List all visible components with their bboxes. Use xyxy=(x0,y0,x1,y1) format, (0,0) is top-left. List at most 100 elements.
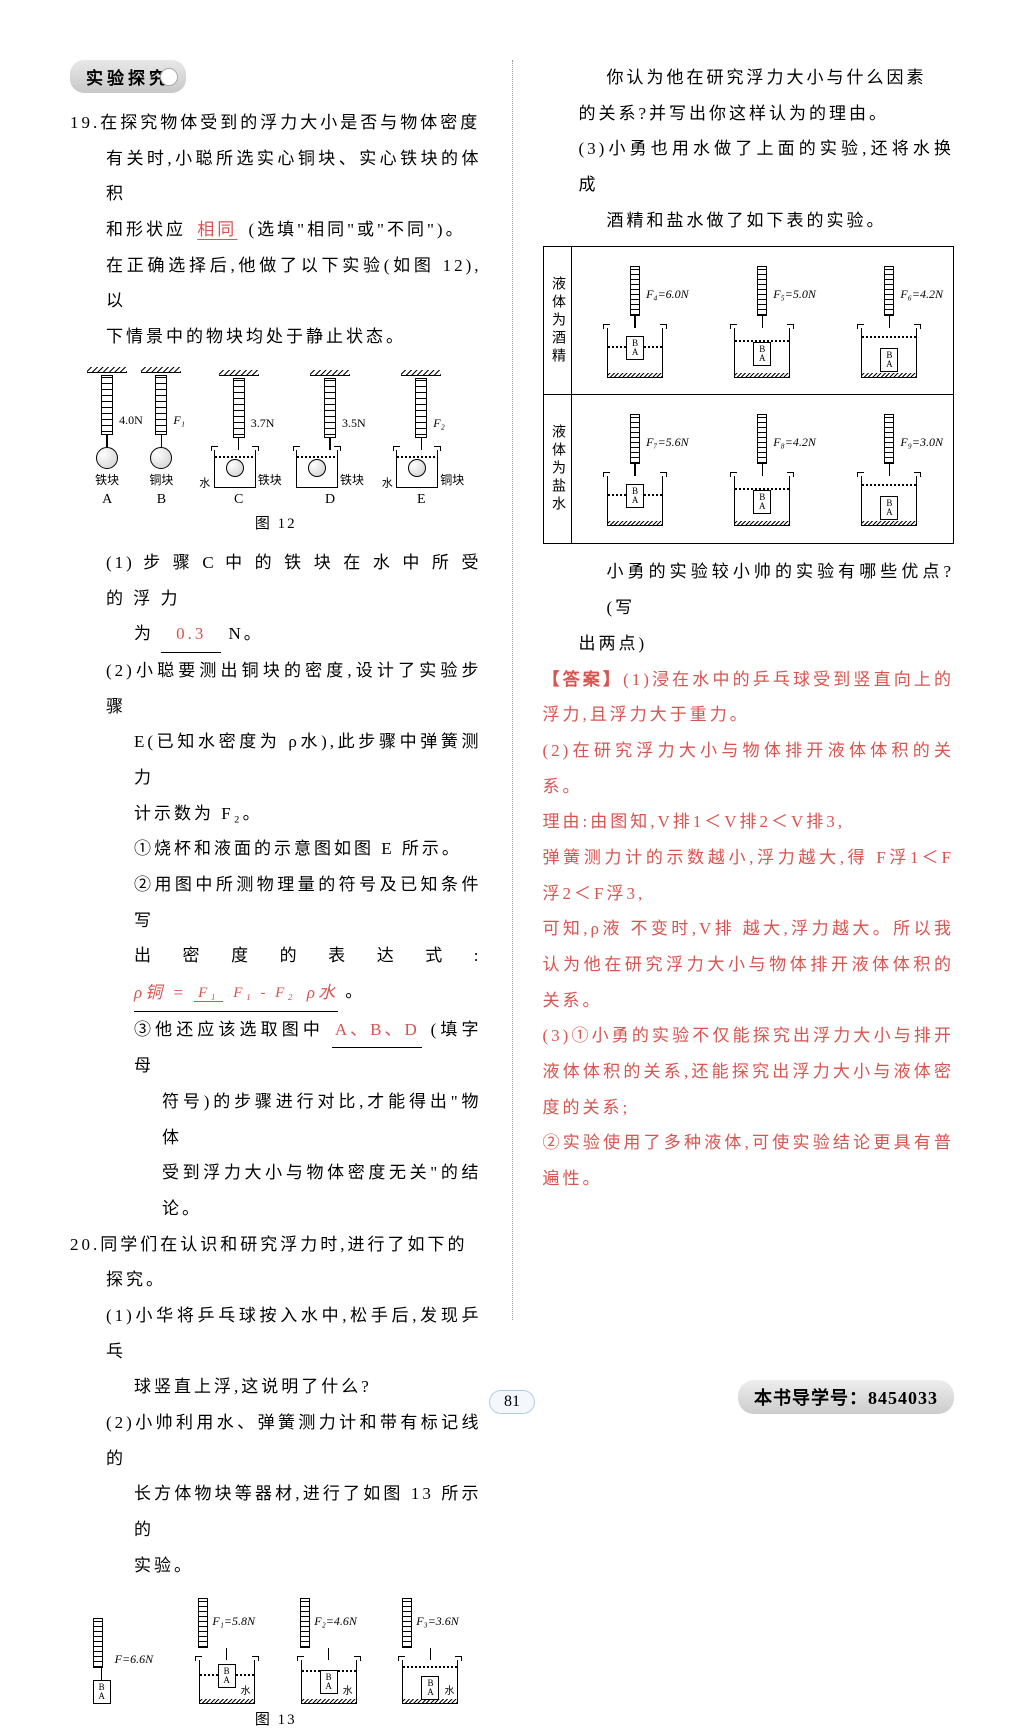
table-cell: BA F₉=3.0N xyxy=(826,395,953,543)
label-A: A xyxy=(102,492,112,508)
obj-C: 铁块 xyxy=(258,471,282,488)
label-C: C xyxy=(234,492,243,508)
spring-A: 4.0N 铁块 A xyxy=(87,367,127,508)
section-badge: 实验探究 xyxy=(70,60,186,93)
answer-2b: 理由:由图知,V排1＜V排2＜V排3, xyxy=(543,804,955,840)
q19-p2d: ①烧杯和液面的示意图如图 E 所示。 xyxy=(70,831,482,867)
formula-rhs: ρ水 xyxy=(307,983,338,1002)
spring-D: 3.5N 铁块 D xyxy=(296,370,364,508)
fig13-item-1: F₁=5.8N BA 水 xyxy=(198,1596,255,1704)
q19-p2e: ②用图中所测物理量的符号及已知条件写 xyxy=(70,867,482,938)
right-body: 你认为他在研究浮力大小与什么因素 的关系?并写出你这样认为的理由。 (3)小勇也… xyxy=(543,60,955,238)
q19-p2b: E(已知水密度为 ρ水),此步骤中弹簧测力 xyxy=(70,724,482,795)
q20-p1b: 球竖直上浮,这说明了什么? xyxy=(70,1369,482,1405)
q19-p1c: N。 xyxy=(229,624,264,643)
q19-line5: 下情景中的物块均处于静止状态。 xyxy=(70,319,482,355)
q19-p3-fill: A、B、D xyxy=(332,1012,422,1049)
formula-lhs: ρ铜 = xyxy=(134,983,187,1002)
table-cell: BA F₅=5.0N xyxy=(699,247,826,394)
fig13-force-3: F₃=3.6N xyxy=(416,1614,459,1629)
cell-force-0-1: F₅=5.0N xyxy=(773,287,816,302)
fig13-force-0: F=6.6N xyxy=(115,1652,153,1667)
q20-p2a: (2)小帅利用水、弹簧测力计和带有标记线的 xyxy=(70,1405,482,1476)
formula-top: F₁ xyxy=(194,985,222,1002)
table-head-0: 液体为酒精 xyxy=(544,247,572,394)
table-cell: BA F₇=5.6N xyxy=(572,395,699,543)
q19-number: 19. xyxy=(70,113,100,132)
obj-A: 铁块 xyxy=(95,471,119,488)
spring-C: 3.7N 水 铁块 C xyxy=(196,370,282,508)
guide-number: 本书导学号：8454033 xyxy=(738,1380,954,1414)
r-line1: 你认为他在研究浮力大小与什么因素 xyxy=(543,60,955,96)
q19-line3b: (选填"相同"或"不同")。 xyxy=(249,220,466,239)
after-table-b: 出两点) xyxy=(543,626,955,662)
after-table-a: 小勇的实验较小帅的实验有哪些优点?(写 xyxy=(543,554,955,625)
figure-13: BA F=6.6N F₁=5.8N BA 水 xyxy=(70,1596,482,1729)
question-19: 19.在探究物体受到的浮力大小是否与物体密度 有关时,小聪所选实心铜块、实心铁块… xyxy=(70,105,482,355)
spring-E: F₂ 水 铜块 E xyxy=(378,370,464,508)
label-D: D xyxy=(325,492,335,508)
fig13-force-2: F₂=4.6N xyxy=(314,1614,357,1629)
q20-p2b: 长方体物块等器材,进行了如图 13 所示的 xyxy=(70,1476,482,1547)
figure-12-caption: 图 12 xyxy=(70,512,482,533)
after-table: 小勇的实验较小帅的实验有哪些优点?(写 出两点) xyxy=(543,554,955,661)
table-row: 液体为酒精 BA F₄=6.0N BA F₅=5.0N BA xyxy=(544,247,954,395)
q19-p2g: 。 xyxy=(345,982,365,1001)
q19-line1: 在探究物体受到的浮力大小是否与物体密度 xyxy=(100,113,480,132)
force-B: F₁ xyxy=(173,413,185,428)
label-E: E xyxy=(417,492,426,508)
force-E: F₂ xyxy=(433,416,445,431)
q20-p2c: 实验。 xyxy=(70,1548,482,1584)
q19-p3a: ③他还应该选取图中 xyxy=(134,1020,324,1039)
q19-p1a: (1) 步 骤 C 中 的 铁 块 在 水 中 所 受 的 浮 力 xyxy=(70,545,482,616)
obj-B: 铜块 xyxy=(149,471,173,488)
fig13-item-3: F₃=3.6N BA 水 xyxy=(402,1596,459,1704)
cell-force-0-0: F₄=6.0N xyxy=(646,287,689,302)
answer-2c: 弹簧测力计的示数越小,浮力越大,得 F浮1＜F浮2＜F浮3, xyxy=(543,840,955,911)
r-p3a: (3)小勇也用水做了上面的实验,还将水换成 xyxy=(543,131,955,202)
r-line2: 的关系?并写出你这样认为的理由。 xyxy=(543,96,955,132)
right-column: 你认为他在研究浮力大小与什么因素 的关系?并写出你这样认为的理由。 (3)小勇也… xyxy=(543,60,955,1320)
cell-force-1-2: F₉=3.0N xyxy=(900,435,943,450)
figure-13-caption: 图 13 xyxy=(70,1708,482,1729)
cell-force-0-2: F₆=4.2N xyxy=(900,287,943,302)
q19-fill1: 相同 xyxy=(193,220,241,239)
q19-p1b: 为 xyxy=(134,624,154,643)
q19-p3d: 受到浮力大小与物体密度无关"的结论。 xyxy=(70,1155,482,1226)
spring-B: F₁ 铜块 B xyxy=(141,367,181,508)
q19-p2f: 出密度的表达式: xyxy=(134,946,482,965)
q19-line4: 在正确选择后,他做了以下实验(如图 12),以 xyxy=(70,248,482,319)
column-divider xyxy=(512,60,513,1320)
table-cell: BA F₆=4.2N xyxy=(826,247,953,394)
q19-p2a: (2)小聪要测出铜块的密度,设计了实验步骤 xyxy=(70,653,482,724)
answer-label: 【答案】 xyxy=(543,670,624,689)
left-column: 实验探究 19.在探究物体受到的浮力大小是否与物体密度 有关时,小聪所选实心铜块… xyxy=(70,60,482,1320)
force-A: 4.0N xyxy=(119,413,143,428)
q19-line2: 有关时,小聪所选实心铜块、实心铁块的体积 xyxy=(70,141,482,212)
cell-force-1-0: F₇=5.6N xyxy=(646,435,689,450)
table-head-1: 液体为盐水 xyxy=(544,395,572,543)
answer-2d: 可知,ρ液 不变时,V排 越大,浮力越大。所以我认为他在研究浮力大小与物体排开液… xyxy=(543,911,955,1018)
q20-line2: 探究。 xyxy=(70,1262,482,1298)
density-formula: ρ铜 = F₁ F₁ - F₂ ρ水 xyxy=(134,975,338,1012)
figure-12: 4.0N 铁块 A F₁ 铜块 B xyxy=(70,367,482,533)
q19-line3a: 和形状应 xyxy=(106,220,186,239)
q20-line1: 同学们在认识和研究浮力时,进行了如下的 xyxy=(100,1235,467,1254)
q19-p2c: 计示数为 F₂。 xyxy=(70,796,482,832)
table-cell: BA F₄=6.0N xyxy=(572,247,699,394)
obj-D: 铁块 xyxy=(340,471,364,488)
formula-bot: F₁ - F₂ xyxy=(229,985,299,1001)
q20-p1a: (1)小华将乒乓球按入水中,松手后,发现乒乓 xyxy=(70,1298,482,1369)
table-row: 液体为盐水 BA F₇=5.6N BA F₈=4.2N BA xyxy=(544,395,954,543)
answer-3a: (3)①小勇的实验不仅能探究出浮力大小与排开液体体积的关系,还能探究出浮力大小与… xyxy=(543,1018,955,1125)
q19-p1-fill: 0.3 xyxy=(161,616,221,653)
answer-2a: (2)在研究浮力大小与物体排开液体体积的关系。 xyxy=(543,733,955,804)
q20-number: 20. xyxy=(70,1235,100,1254)
force-C: 3.7N xyxy=(251,416,275,431)
page-number: 81 xyxy=(489,1390,535,1414)
label-B: B xyxy=(157,492,166,508)
question-20: 20.同学们在认识和研究浮力时,进行了如下的 探究。 (1)小华将乒乓球按入水中… xyxy=(70,1227,482,1584)
table-cell: BA F₈=4.2N xyxy=(699,395,826,543)
obj-E: 铜块 xyxy=(440,471,464,488)
answers-block: 【答案】(1)浸在水中的乒乓球受到竖直向上的浮力,且浮力大于重力。 (2)在研究… xyxy=(543,662,955,1197)
